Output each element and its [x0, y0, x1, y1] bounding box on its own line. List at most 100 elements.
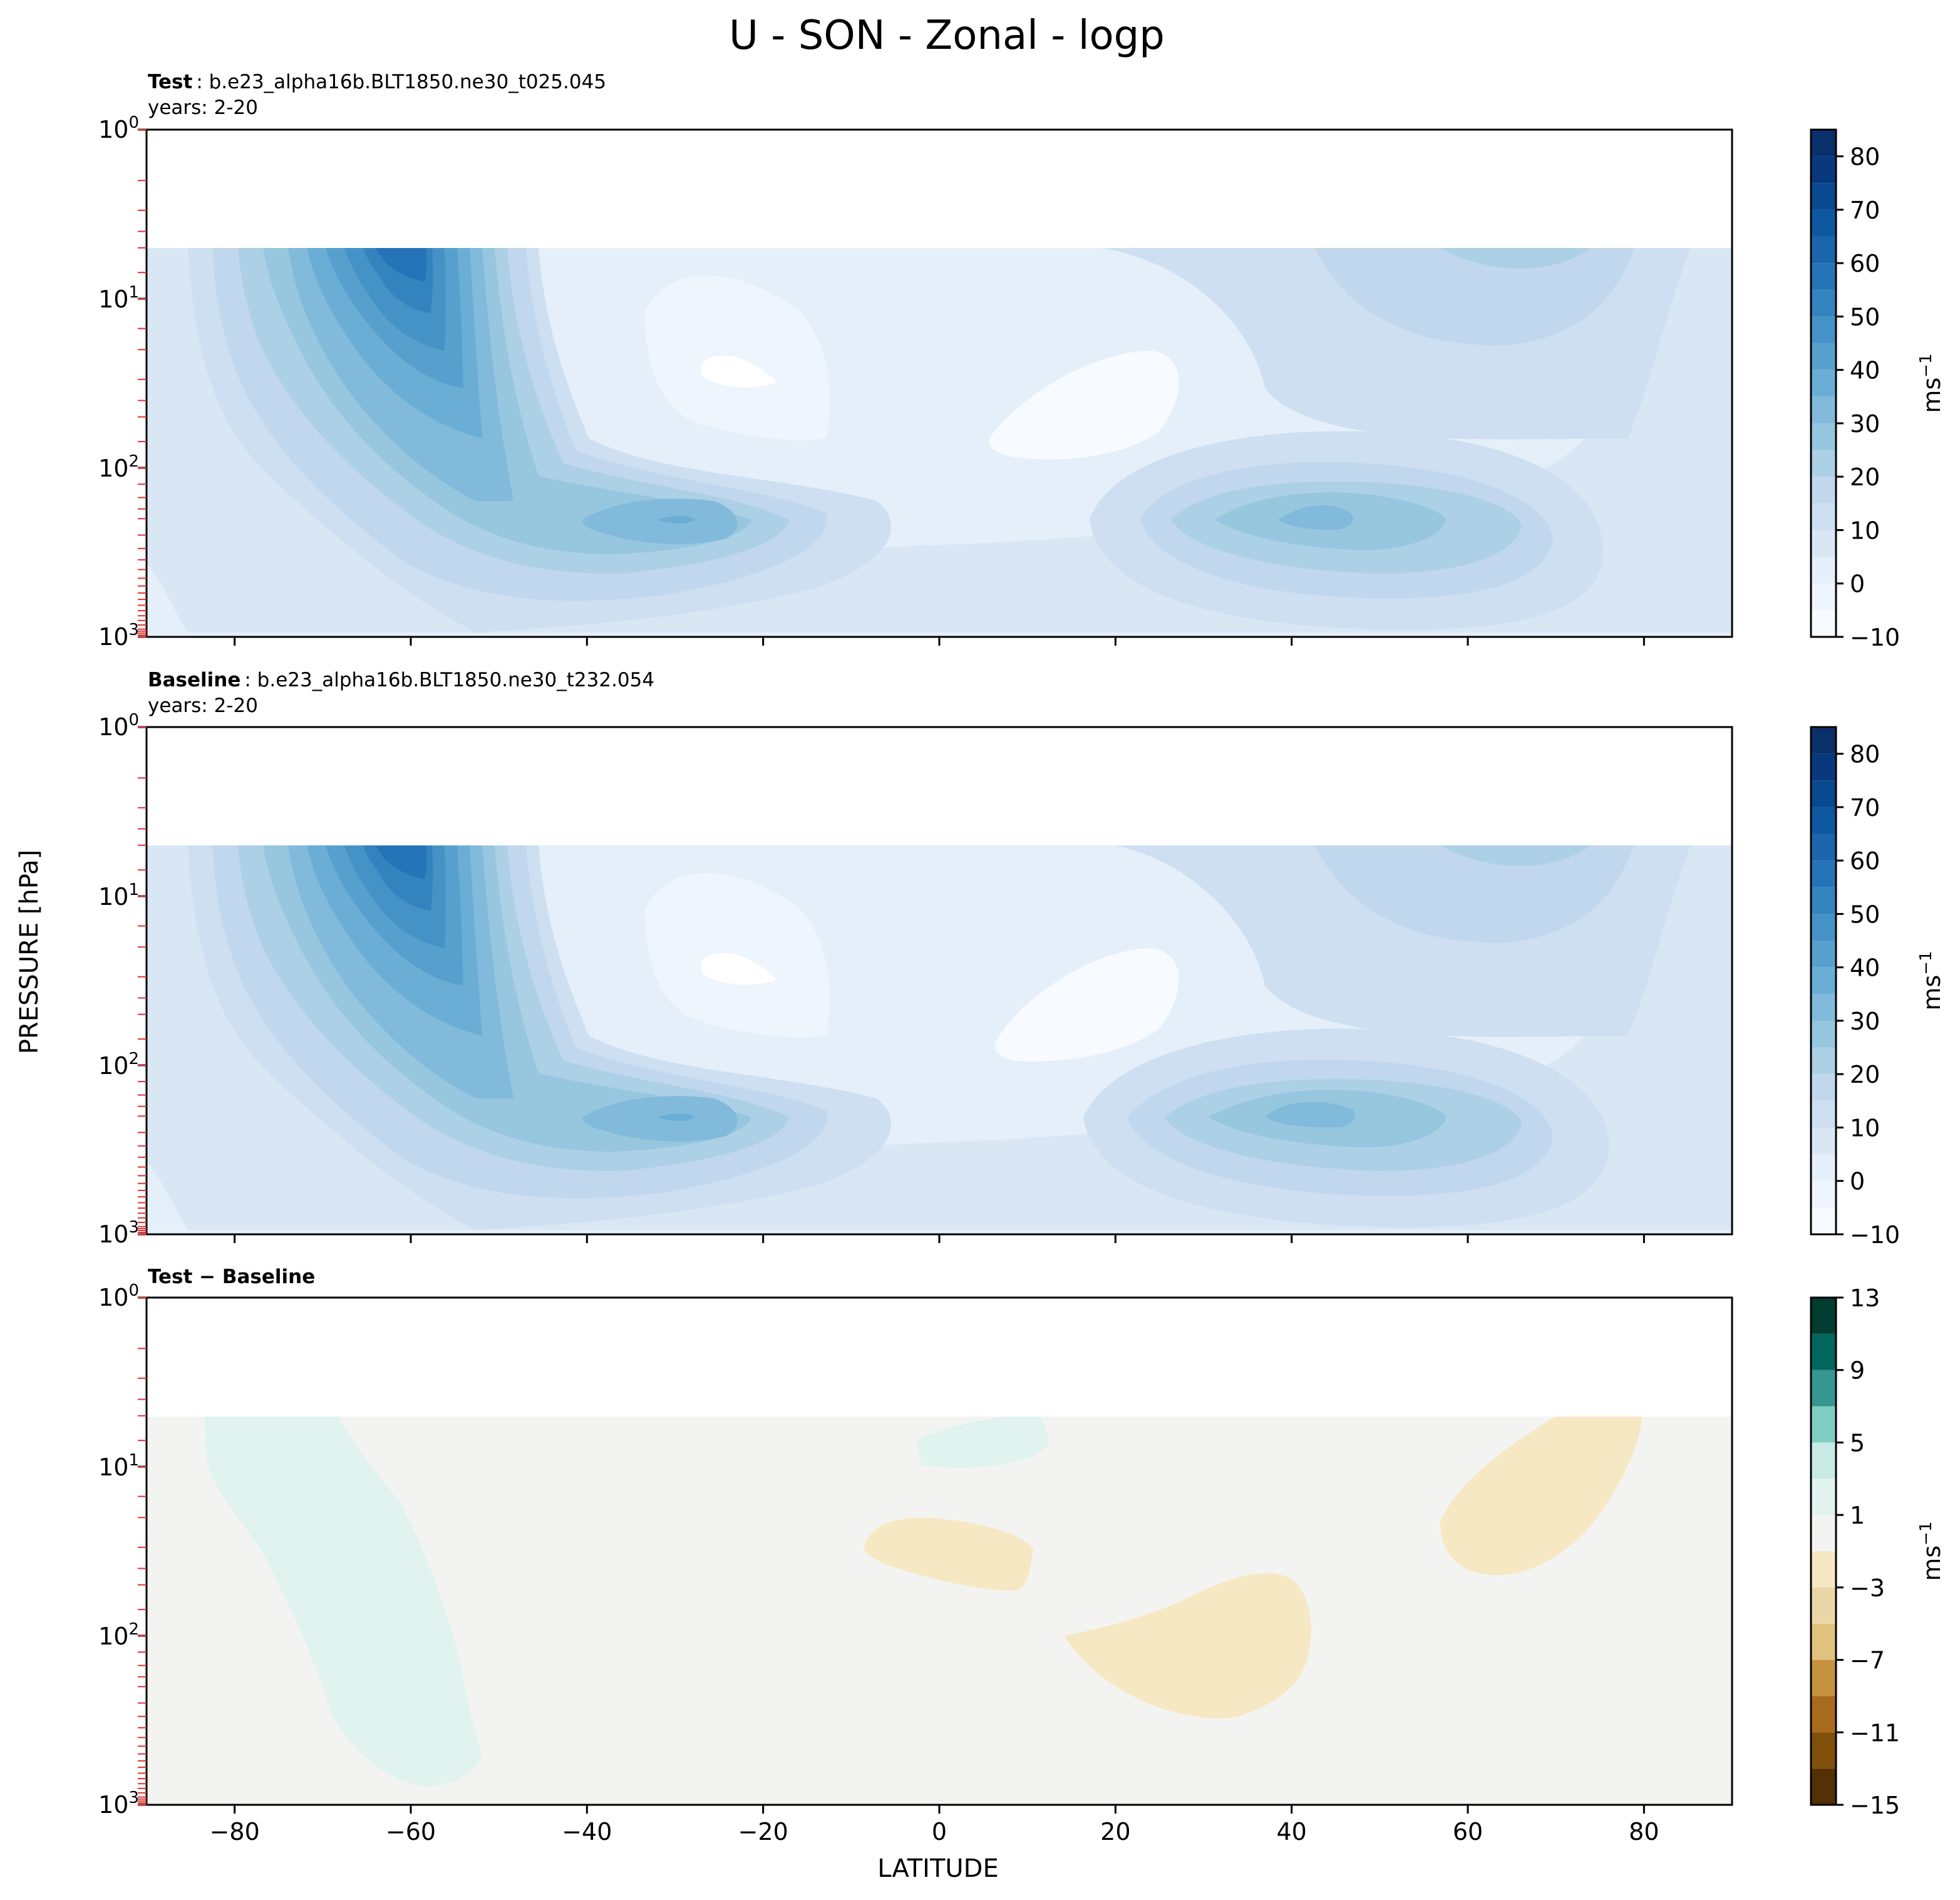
colorbar-segment [1811, 530, 1836, 557]
colorbar-segment [1811, 1020, 1836, 1048]
colorbar-tick-label: 40 [1850, 954, 1880, 982]
colorbar-segment [1811, 834, 1836, 861]
colorbar-label: ms−1 [1917, 951, 1946, 1010]
colorbar-tick-label: 80 [1850, 741, 1880, 768]
colorbar-tick-label: 30 [1850, 410, 1880, 438]
no-data-region [147, 727, 1732, 845]
colorbar-segment [1811, 967, 1836, 994]
panel-title-test: Test: b.e23_alpha16b.BLT1850.ne30_t025.0… [148, 71, 606, 93]
y-axis-difference: 100 101 102 103 [98, 1281, 139, 1819]
x-tick-label: −80 [210, 1818, 260, 1846]
y-tick-label: 101 [98, 1451, 139, 1481]
colorbar-frame [1810, 726, 1837, 1236]
colorbar-segment [1811, 423, 1836, 450]
colorbar-segment [1811, 236, 1836, 264]
colorbar-segment [1811, 780, 1836, 807]
colorbar-label: ms−1 [1917, 353, 1946, 413]
x-ticks-test [138, 128, 1645, 646]
colorbar-segment [1811, 1587, 1836, 1624]
colorbar-tick-label: 70 [1850, 794, 1880, 822]
colorbar-segment [1811, 860, 1836, 887]
colorbar-tick-label: −15 [1850, 1792, 1900, 1819]
colorbar-segment [1811, 994, 1836, 1021]
panel-label-test: Test [148, 71, 193, 93]
contour-fill-neg5 [994, 948, 1179, 1061]
contour-fill-positive [917, 1417, 1049, 1468]
colorbar-tick-label: 0 [1850, 1168, 1865, 1195]
y-axis-baseline: 100 101 102 103 [98, 711, 139, 1248]
figure-title: U - SON - Zonal - logp [729, 13, 1165, 59]
contour-fill-neg10 [701, 355, 776, 388]
contour-fill-negative [864, 1517, 1033, 1591]
colorbar-segment [1811, 289, 1836, 317]
y-tick-label: 101 [98, 880, 139, 911]
colorbar-segment [1811, 1333, 1836, 1370]
colorbar-segment [1811, 1732, 1836, 1769]
colorbar-segment [1811, 1551, 1836, 1588]
contour-fill-35 [658, 1113, 695, 1121]
colorbar-segment [1811, 1127, 1836, 1155]
colorbar-segment [1811, 557, 1836, 584]
colorbar-tick-label: 10 [1850, 1114, 1880, 1142]
colorbar-tick-label: 5 [1850, 1429, 1865, 1457]
colorbar-tick-label: 20 [1850, 1061, 1880, 1088]
colorbar-tick-label: 80 [1850, 143, 1880, 171]
y-axis-label: PRESSURE [hPa] [15, 850, 44, 1054]
colorbar-segment [1811, 1696, 1836, 1733]
colorbar-segment [1811, 1154, 1836, 1181]
colorbar-tick-label: −10 [1850, 1221, 1900, 1249]
contour-fill-35 [658, 516, 695, 524]
panel-case-test: : b.e23_alpha16b.BLT1850.ne30_t025.045 [196, 71, 606, 93]
panel-baseline: Baseline: b.e23_alpha16b.BLT1850.ne30_t2… [98, 669, 1946, 1249]
colorbar-tick-label: −7 [1850, 1647, 1885, 1675]
y-tick-label: 103 [98, 1218, 139, 1248]
y-tick-label: 100 [98, 711, 139, 741]
x-tick-label: −20 [738, 1818, 788, 1846]
contour-fill-0 [147, 1161, 188, 1230]
colorbar-segment [1811, 477, 1836, 503]
y-tick-label: 101 [98, 283, 139, 313]
colorbar-label: ms−1 [1917, 1521, 1946, 1581]
panel-test: Test: b.e23_alpha16b.BLT1850.ne30_t025.0… [98, 71, 1946, 651]
x-tick-label: 40 [1276, 1818, 1306, 1846]
x-ticks-difference: −80 −60 −40 −20 0 20 40 60 80 [138, 1296, 1659, 1846]
panel-case-baseline: : b.e23_alpha16b.BLT1850.ne30_t232.054 [244, 669, 654, 691]
colorbar-tick-label: 70 [1850, 197, 1880, 224]
colorbar-tick-label: 50 [1850, 303, 1880, 331]
contour-fill-30 [1265, 1102, 1355, 1128]
colorbar-tick-label: 0 [1850, 571, 1865, 598]
contour-fill-20 [1440, 845, 1591, 866]
colorbar-segment [1811, 1074, 1836, 1101]
colorbar-segment [1811, 209, 1836, 237]
colorbar-baseline: −10 0 10 20 30 40 50 60 70 80 ms−1 [1810, 726, 1946, 1249]
no-data-region [147, 130, 1732, 248]
colorbar-segment [1811, 1479, 1836, 1515]
contour-fill-neg5 [989, 351, 1179, 460]
colorbar-segment [1811, 610, 1836, 637]
panel-label-difference: Test − Baseline [148, 1266, 315, 1288]
x-tick-label: 60 [1453, 1818, 1483, 1846]
colorbar-segment [1811, 396, 1836, 423]
colorbar-segment [1811, 343, 1836, 370]
colorbar-segment [1811, 807, 1836, 834]
contour-fill-15 [1315, 845, 1634, 943]
colorbar-segment [1811, 1406, 1836, 1443]
contour-fill-30 [582, 498, 738, 544]
colorbar-segment [1811, 727, 1836, 754]
colorbar-segment [1811, 503, 1836, 530]
x-tick-label: 20 [1100, 1818, 1130, 1846]
contour-fill-neg10 [701, 953, 776, 985]
colorbar-tick-label: 20 [1850, 463, 1880, 491]
colorbar-frame [1810, 1296, 1837, 1806]
colorbar-frame [1810, 128, 1837, 638]
colorbar-test: −10 0 10 20 30 40 50 60 70 80 ms−1 [1810, 128, 1946, 651]
contour-fill-55 [376, 845, 427, 879]
colorbar-tick-label: 1 [1850, 1502, 1865, 1529]
panel-years-test: years: 2-20 [148, 96, 258, 119]
panel-years-baseline: years: 2-20 [148, 694, 258, 717]
y-axis-test: 100 101 102 103 [98, 113, 139, 651]
colorbar-tick-label: 60 [1850, 847, 1880, 875]
colorbar-segment [1811, 183, 1836, 210]
contour-field-difference [147, 1298, 1732, 1805]
colorbar-segment [1811, 1207, 1836, 1234]
